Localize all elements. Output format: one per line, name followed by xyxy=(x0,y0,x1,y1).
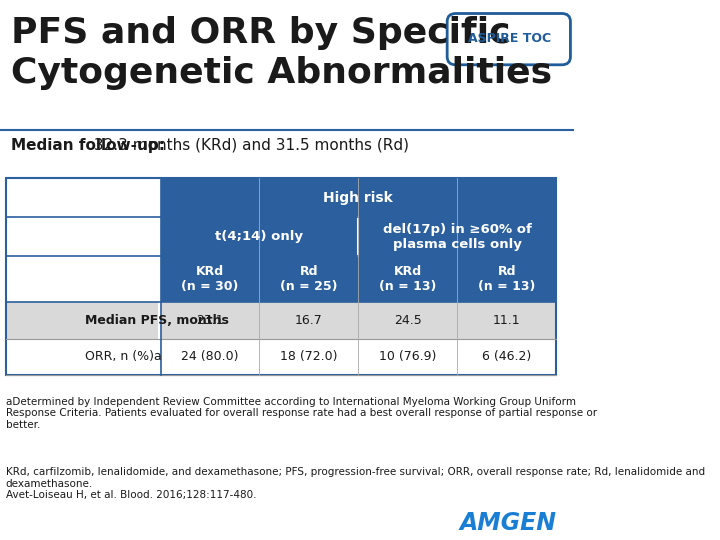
Bar xyxy=(161,178,556,217)
Bar xyxy=(6,302,158,339)
Text: 24.5: 24.5 xyxy=(394,314,422,327)
Bar xyxy=(259,339,359,375)
Text: Rd
(n = 25): Rd (n = 25) xyxy=(280,265,338,293)
FancyBboxPatch shape xyxy=(447,14,570,65)
Text: t(4;14) only: t(4;14) only xyxy=(215,230,303,243)
Bar xyxy=(161,256,259,302)
Bar xyxy=(457,256,556,302)
Text: ASPIRE TOC: ASPIRE TOC xyxy=(467,32,551,45)
Text: 24 (80.0): 24 (80.0) xyxy=(181,350,239,363)
Text: High risk: High risk xyxy=(323,191,393,205)
Text: 23.1: 23.1 xyxy=(196,314,224,327)
Bar xyxy=(359,302,457,339)
Text: 16.7: 16.7 xyxy=(295,314,323,327)
Bar xyxy=(161,339,259,375)
Text: aDetermined by Independent Review Committee according to International Myeloma W: aDetermined by Independent Review Commit… xyxy=(6,397,597,430)
Bar xyxy=(359,217,556,256)
Bar xyxy=(161,217,359,256)
Text: 18 (72.0): 18 (72.0) xyxy=(280,350,338,363)
Bar xyxy=(359,339,457,375)
Text: 6 (46.2): 6 (46.2) xyxy=(482,350,531,363)
Text: del(17p) in ≥60% of
plasma cells only: del(17p) in ≥60% of plasma cells only xyxy=(383,222,531,251)
Text: PFS and ORR by Specific
Cytogenetic Abnormalities: PFS and ORR by Specific Cytogenetic Abno… xyxy=(12,16,552,90)
Text: Median PFS, months: Median PFS, months xyxy=(84,314,228,327)
Text: KRd
(n = 30): KRd (n = 30) xyxy=(181,265,238,293)
Text: ORR, n (%)a: ORR, n (%)a xyxy=(84,350,161,363)
Text: 32.3 months (KRd) and 31.5 months (Rd): 32.3 months (KRd) and 31.5 months (Rd) xyxy=(89,138,409,153)
Bar xyxy=(259,256,359,302)
Text: Rd
(n = 13): Rd (n = 13) xyxy=(478,265,536,293)
Text: AMGEN: AMGEN xyxy=(459,511,556,535)
Text: KRd
(n = 13): KRd (n = 13) xyxy=(379,265,436,293)
Bar xyxy=(6,339,158,375)
Text: 10 (76.9): 10 (76.9) xyxy=(379,350,436,363)
Text: KRd, carfilzomib, lenalidomide, and dexamethasone; PFS, progression-free surviva: KRd, carfilzomib, lenalidomide, and dexa… xyxy=(6,467,705,500)
Bar xyxy=(359,256,457,302)
Bar xyxy=(259,302,359,339)
Text: 11.1: 11.1 xyxy=(492,314,521,327)
Text: Median follow-up:: Median follow-up: xyxy=(12,138,166,153)
Bar xyxy=(161,302,259,339)
Bar xyxy=(457,339,556,375)
Bar xyxy=(457,302,556,339)
